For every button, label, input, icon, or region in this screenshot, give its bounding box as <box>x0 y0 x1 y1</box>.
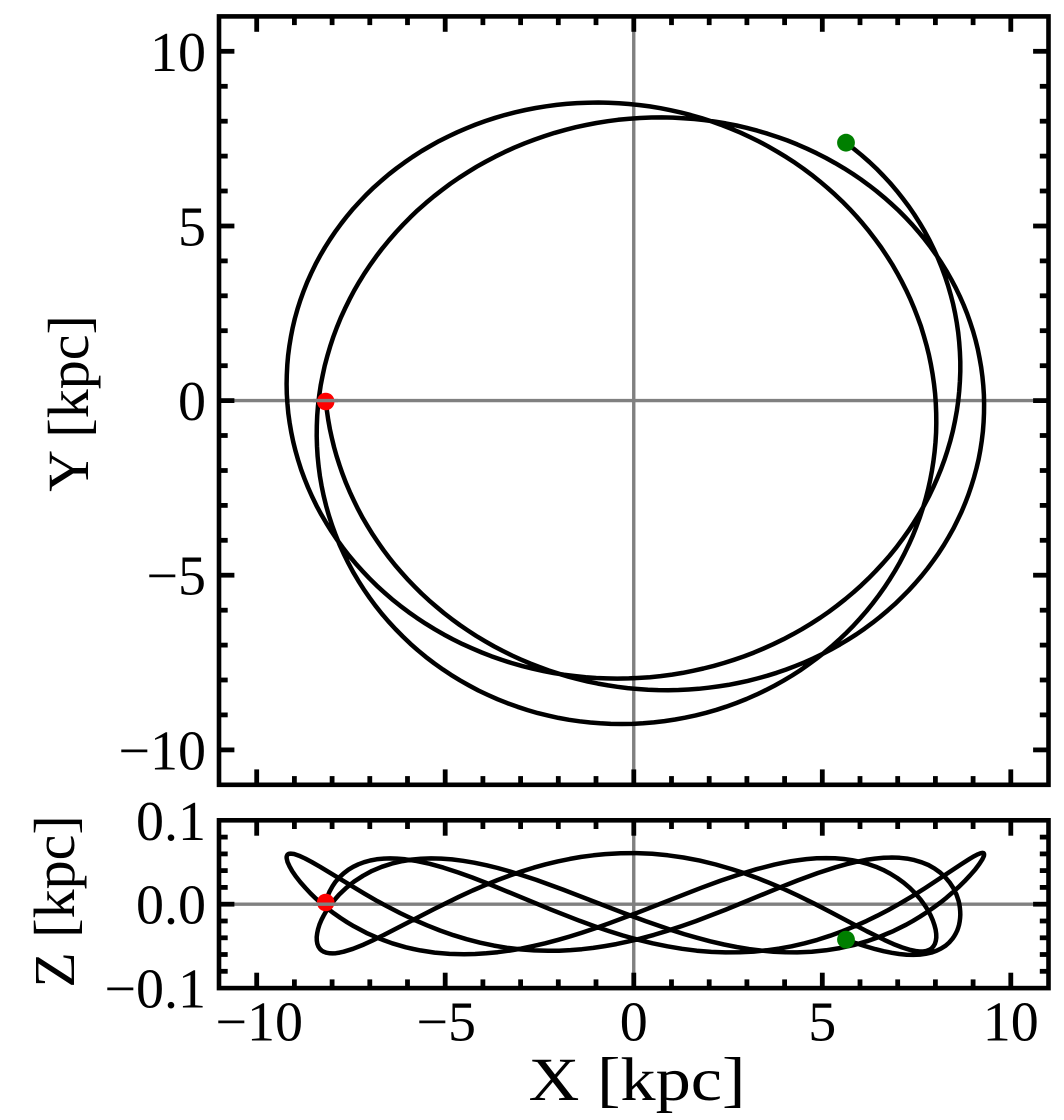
svg-text:X [kpc]: X [kpc] <box>529 1047 746 1114</box>
svg-text:0.1: 0.1 <box>136 791 206 853</box>
svg-text:Y [kpc]: Y [kpc] <box>36 315 101 492</box>
svg-text:0: 0 <box>178 371 206 433</box>
svg-text:−5: −5 <box>416 992 476 1054</box>
svg-text:0: 0 <box>620 992 648 1054</box>
svg-text:−5: −5 <box>146 546 206 608</box>
svg-text:−0.1: −0.1 <box>104 959 206 1021</box>
svg-text:−10: −10 <box>215 992 303 1054</box>
svg-text:−10: −10 <box>118 720 206 782</box>
svg-text:10: 10 <box>983 992 1039 1054</box>
svg-text:10: 10 <box>150 22 206 84</box>
svg-text:Z [kpc]: Z [kpc] <box>22 815 87 987</box>
svg-text:5: 5 <box>178 197 206 259</box>
svg-text:0.0: 0.0 <box>136 875 206 937</box>
svg-text:5: 5 <box>808 992 836 1054</box>
